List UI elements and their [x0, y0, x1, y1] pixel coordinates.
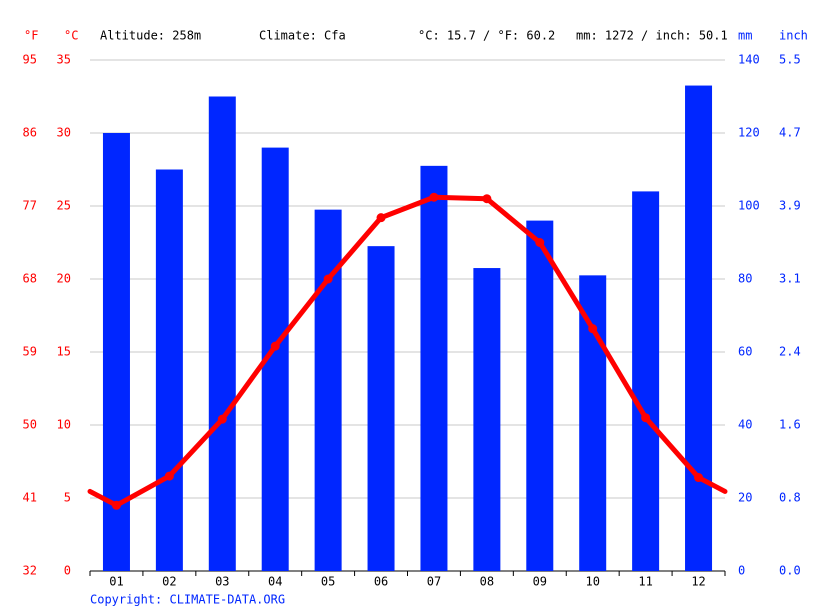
y-tick-label: 32: [23, 564, 37, 578]
y-tick-label: 2.4: [779, 345, 801, 359]
y-tick-label: 25: [57, 199, 71, 213]
temperature-point: [217, 414, 227, 424]
y-tick-label: 0: [738, 564, 745, 578]
y-tick-label: 30: [57, 126, 71, 140]
y-tick-label: 3.1: [779, 272, 801, 286]
temperature-point: [482, 194, 492, 204]
y-tick-label: 15: [57, 345, 71, 359]
bar: [314, 209, 342, 571]
x-tick-label: 08: [480, 575, 494, 589]
x-tick-label: 04: [268, 575, 282, 589]
temperature-point: [429, 192, 439, 202]
y-tick-label: 0: [64, 564, 71, 578]
y-tick-label: 120: [738, 126, 760, 140]
temperature-point: [588, 324, 598, 334]
y-tick-label: 68: [23, 272, 37, 286]
y-tick-label: 77: [23, 199, 37, 213]
axis-unit: inch: [779, 29, 808, 43]
info-altitude: Altitude: 258m: [100, 29, 201, 43]
y-tick-label: 95: [23, 53, 37, 67]
axis-unit: °C: [64, 29, 78, 43]
x-tick-label: 02: [162, 575, 176, 589]
y-tick-label: 40: [738, 418, 752, 432]
copyright: Copyright: CLIMATE-DATA.ORG: [90, 593, 285, 607]
bar: [155, 169, 183, 571]
temperature-point: [641, 413, 651, 423]
temperature-point: [535, 238, 545, 247]
bar: [420, 165, 448, 571]
x-tick-label: 06: [374, 575, 388, 589]
x-tick-label: 05: [321, 575, 335, 589]
y-tick-label: 0.0: [779, 564, 801, 578]
y-tick-label: 20: [57, 272, 71, 286]
info-temperature: °C: 15.7 / °F: 60.2: [418, 29, 555, 43]
bar: [367, 246, 395, 571]
bar: [685, 85, 713, 572]
temperature-point: [270, 341, 280, 351]
axis-unit: mm: [738, 29, 752, 43]
x-tick-label: 07: [427, 575, 441, 589]
temperature-point: [164, 471, 174, 481]
y-tick-label: 60: [738, 345, 752, 359]
info-precipitation: mm: 1272 / inch: 50.1: [576, 29, 728, 43]
y-tick-label: 80: [738, 272, 752, 286]
y-tick-label: 86: [23, 126, 37, 140]
bar: [526, 220, 554, 571]
x-tick-label: 01: [109, 575, 123, 589]
temperature-line: [115, 194, 701, 508]
x-tick-label: 12: [691, 575, 705, 589]
temperature-point: [323, 274, 333, 284]
y-tick-label: 1.6: [779, 417, 801, 431]
x-tick-label: 10: [585, 575, 599, 589]
y-tick-label: 10: [57, 418, 71, 432]
wrap-segment: [87, 488, 119, 508]
info-climate: Climate: Cfa: [259, 29, 346, 43]
y-tick-label: 100: [738, 199, 760, 213]
wrap-segment: [696, 475, 728, 494]
y-tick-label: 5.5: [779, 53, 801, 67]
x-tick-label: 09: [533, 575, 547, 589]
y-tick-label: 59: [23, 345, 37, 359]
axis-unit: °F: [24, 29, 38, 43]
temperature-point: [376, 213, 386, 223]
y-tick-label: 20: [738, 491, 752, 505]
y-tick-label: 140: [738, 53, 760, 67]
y-tick-label: 41: [23, 491, 37, 505]
x-tick-label: 03: [215, 575, 229, 589]
bar: [632, 191, 660, 571]
y-tick-label: 3.9: [779, 199, 801, 213]
temperature-point: [111, 500, 121, 510]
x-tick-label: 11: [638, 575, 652, 589]
bar: [579, 275, 607, 571]
temperature-point: [694, 473, 704, 483]
y-tick-label: 50: [23, 418, 37, 432]
y-tick-label: 0.8: [779, 491, 801, 505]
bar: [473, 268, 501, 571]
bar: [208, 96, 236, 571]
y-tick-label: 4.7: [779, 126, 801, 140]
y-tick-label: 35: [57, 53, 71, 67]
y-tick-label: 5: [64, 491, 71, 505]
